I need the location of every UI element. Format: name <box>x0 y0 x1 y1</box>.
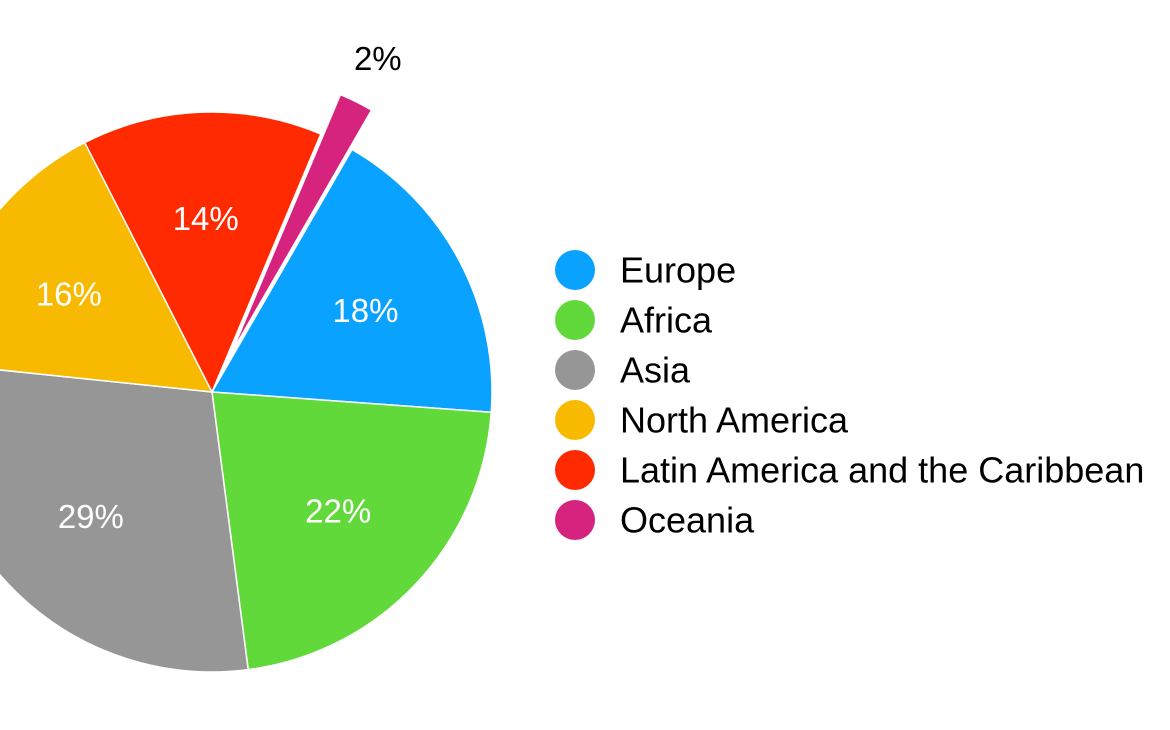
pie-labels: 18% 22% 29% 16% 14% 2% <box>36 40 402 535</box>
legend-swatch-latin-america-and-the-caribbean <box>555 450 595 490</box>
legend-label-oceania: Oceania <box>620 500 755 541</box>
legend: Europe Africa Asia North America Latin Ameri… <box>555 250 1144 541</box>
legend-swatch-asia <box>555 350 595 390</box>
pie-slice-africa <box>211 391 493 671</box>
pie-slice-latin-america-and-the-caribbean <box>83 111 322 394</box>
pie-slice-north-america <box>0 141 214 393</box>
legend-swatch-africa <box>555 300 595 340</box>
slice-label-africa: 22% <box>305 493 371 530</box>
legend-swatch-oceania <box>555 500 595 540</box>
legend-label-asia: Asia <box>620 350 691 391</box>
slice-label-north-america: 16% <box>36 275 102 312</box>
slice-label-europe: 18% <box>332 292 398 329</box>
pie-slice-europe <box>210 148 493 414</box>
legend-swatch-north-america <box>555 400 595 440</box>
pie-slice-oceania <box>230 93 373 353</box>
pie-slice-asia <box>0 369 250 673</box>
legend-swatch-europe <box>555 250 595 290</box>
slice-label-asia: 29% <box>58 498 124 535</box>
legend-label-latin-america-and-the-caribbean: Latin America and the Caribbean <box>620 450 1144 491</box>
slice-label-oceania: 2% <box>354 40 402 77</box>
legend-label-europe: Europe <box>620 250 736 291</box>
pie-slices <box>0 93 493 673</box>
slice-label-latin-america-and-the-caribbean: 14% <box>173 200 239 237</box>
legend-label-north-america: North America <box>620 400 849 441</box>
legend-label-africa: Africa <box>620 300 713 341</box>
